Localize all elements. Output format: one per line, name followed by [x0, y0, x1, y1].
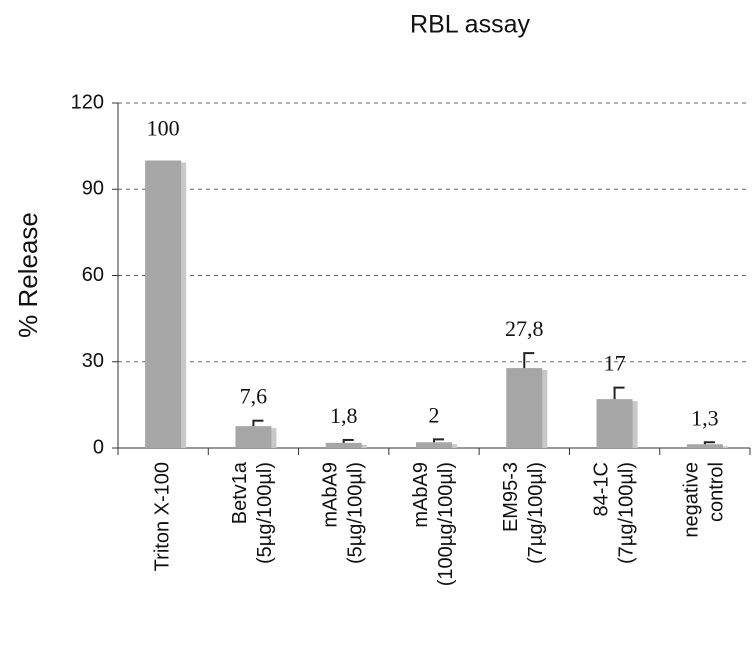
bar — [596, 399, 633, 448]
y-tick-label: 30 — [82, 350, 104, 372]
value-label: 100 — [147, 116, 180, 141]
value-label: 1,3 — [691, 405, 719, 430]
y-tick-label: 0 — [93, 436, 104, 458]
y-tick-label: 60 — [82, 264, 104, 286]
x-tick-label: negative — [681, 462, 703, 538]
value-label: 17 — [604, 351, 626, 376]
x-tick-label: Betv1a — [229, 461, 251, 524]
chart-title: RBL assay — [410, 11, 530, 39]
x-tick-label: (5µg/100µl) — [254, 462, 276, 564]
value-label: 2 — [429, 402, 440, 427]
bar — [325, 442, 362, 448]
x-tick-label: mAbA9 — [319, 462, 341, 528]
bar — [145, 160, 182, 448]
x-tick-label: (7µg/100µl) — [525, 462, 547, 564]
y-tick-label: 120 — [71, 91, 104, 113]
value-label: 1,8 — [330, 403, 358, 428]
x-tick-label: (100µg/100µl) — [435, 462, 457, 586]
x-tick-label: EM95-3 — [500, 462, 522, 532]
value-label: 7,6 — [240, 384, 268, 409]
y-axis-label: % Release — [13, 212, 43, 338]
bar — [506, 368, 543, 448]
bar — [686, 444, 723, 448]
x-tick-label: 84-1C — [590, 462, 612, 516]
value-label: 27,8 — [505, 316, 544, 341]
x-tick-label: Triton X-100 — [151, 462, 173, 571]
bar — [416, 442, 452, 448]
bar — [235, 426, 272, 448]
y-tick-label: 90 — [82, 178, 104, 200]
x-tick-label: control — [706, 462, 728, 522]
x-tick-label: (5µg/100µl) — [344, 462, 366, 564]
x-tick-label: (7µg/100µl) — [615, 462, 637, 564]
x-tick-label: mAbA9 — [410, 462, 432, 528]
